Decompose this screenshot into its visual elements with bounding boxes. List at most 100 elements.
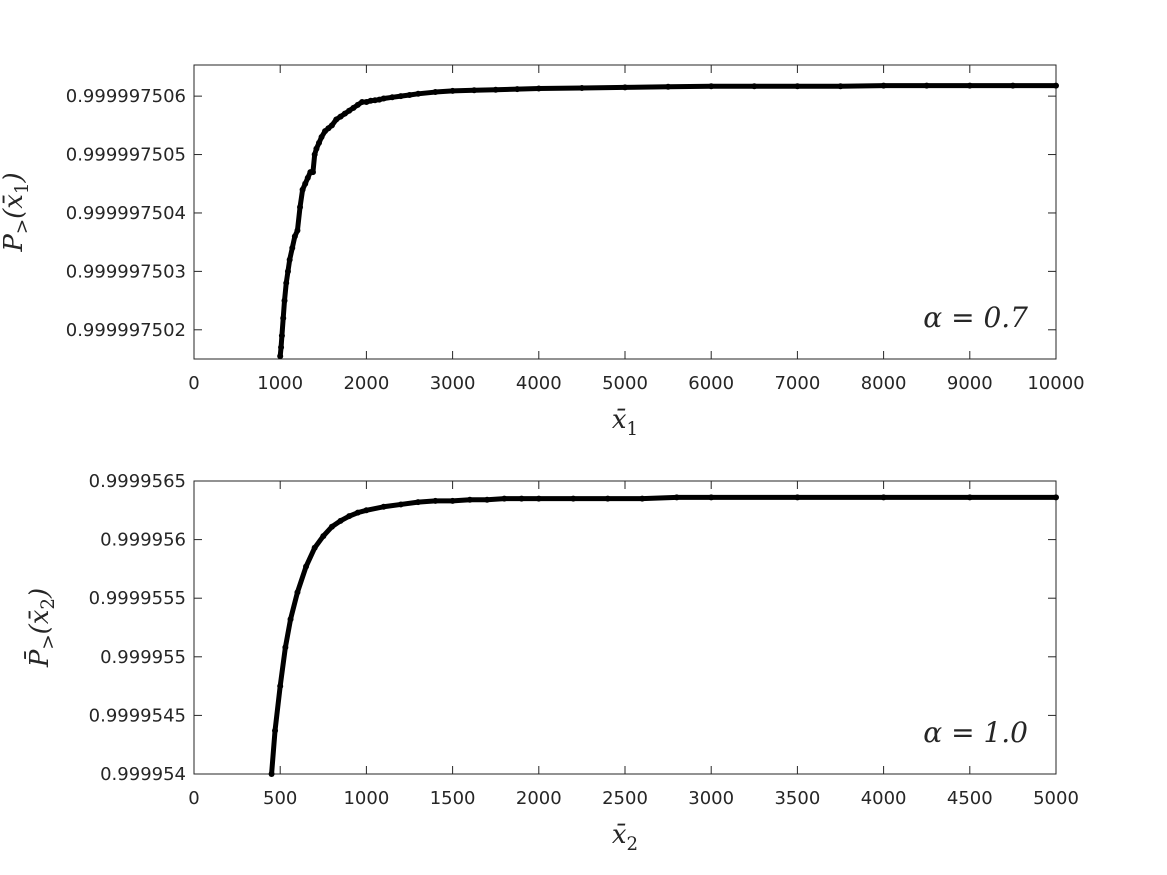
data-point	[570, 495, 577, 502]
data-point	[578, 84, 585, 91]
data-point	[449, 87, 456, 94]
x-tick-label: 5000	[1033, 788, 1079, 809]
data-point	[880, 82, 887, 89]
data-point	[397, 501, 404, 508]
x-tick-label: 4500	[947, 788, 993, 809]
data-point	[449, 497, 456, 504]
data-point	[397, 93, 404, 100]
data-point	[341, 110, 348, 117]
data-point	[380, 503, 387, 510]
data-point	[466, 496, 473, 503]
y-tick-label: 0.999954	[100, 764, 186, 785]
data-point	[751, 83, 758, 90]
data-point	[291, 233, 298, 240]
x-tick-label: 2000	[516, 788, 562, 809]
data-point	[278, 344, 285, 351]
data-point	[311, 544, 318, 551]
x-tick-label: 0	[188, 788, 199, 809]
data-point	[406, 91, 413, 98]
data-point	[1053, 494, 1059, 501]
data-point	[284, 268, 291, 275]
y-tick-label: 0.999997506	[66, 86, 186, 107]
data-point	[622, 84, 628, 91]
x-tick-label: 3000	[430, 373, 476, 394]
data-point	[471, 87, 478, 94]
data-point	[302, 180, 309, 187]
x-tick-label: 3500	[774, 788, 820, 809]
x-tick-label: 1000	[257, 373, 303, 394]
data-series	[268, 494, 1059, 777]
x-tick-label: 8000	[861, 373, 907, 394]
x-tick-label: 500	[263, 788, 297, 809]
data-point	[492, 86, 499, 93]
data-point	[673, 494, 680, 501]
data-point	[283, 280, 290, 287]
data-point	[346, 107, 353, 114]
chart-panel-1: 0 1000 2000 3000 4000 5000 6000 7000 8000 9000 100…	[0, 64, 1085, 440]
data-point	[354, 509, 361, 516]
data-point	[272, 727, 279, 734]
y-tick-label: 0.999997503	[66, 261, 186, 282]
data-point	[535, 495, 542, 502]
data-point	[320, 533, 327, 540]
x-tick-label: 7000	[774, 373, 820, 394]
data-point	[277, 683, 284, 690]
x-tick-label: 4000	[861, 788, 907, 809]
data-point	[966, 494, 973, 501]
data-point	[359, 98, 366, 105]
data-point	[282, 644, 289, 651]
data-point	[346, 513, 353, 520]
data-point	[363, 507, 370, 514]
data-point	[415, 499, 422, 506]
data-point	[280, 315, 287, 322]
data-point	[328, 523, 335, 530]
y-tick-label: 0.999956	[100, 530, 186, 551]
x-tick-label: 2500	[602, 788, 648, 809]
x-tick-label: 9000	[947, 373, 993, 394]
data-point	[389, 94, 396, 101]
y-tick-label: 0.9999545	[89, 705, 186, 726]
x-tick-label: 6000	[688, 373, 734, 394]
y-tick-label: 0.999997505	[66, 145, 186, 166]
data-series	[277, 82, 1059, 360]
y-axis-label: P̄>(x̄2)	[23, 588, 59, 668]
x-tick-label: 3000	[688, 788, 734, 809]
data-point	[299, 186, 306, 193]
data-point	[966, 82, 973, 89]
data-point	[535, 85, 542, 92]
alpha-annotation: α = 0.7	[923, 301, 1028, 334]
data-point	[289, 245, 296, 252]
data-point	[286, 256, 293, 263]
y-tick-label: 0.999955	[100, 647, 186, 668]
y-tick-label: 0.9999555	[89, 588, 186, 609]
data-point	[794, 83, 801, 90]
x-axis-label: x̄2	[612, 820, 638, 855]
data-point	[318, 134, 325, 141]
data-point	[294, 227, 301, 234]
data-point	[1009, 82, 1016, 89]
x-tick-label: 5000	[602, 373, 648, 394]
data-point	[354, 101, 361, 108]
y-axis-label: P̄>(x̄1)	[0, 172, 33, 252]
y-tick-label: 0.999997504	[66, 203, 186, 224]
data-point	[277, 353, 284, 360]
data-point	[514, 86, 521, 93]
data-point	[432, 89, 439, 96]
data-point	[328, 122, 335, 129]
data-point	[837, 83, 844, 90]
x-tick-label: 10000	[1027, 373, 1084, 394]
data-point	[380, 95, 387, 102]
data-point	[665, 83, 672, 90]
x-tick-label: 1500	[430, 788, 476, 809]
data-point	[303, 563, 310, 570]
data-point	[313, 145, 320, 152]
data-point	[794, 494, 801, 501]
data-point	[708, 494, 715, 501]
data-point	[923, 82, 930, 89]
data-point	[309, 169, 316, 176]
data-point	[311, 151, 318, 158]
data-point	[501, 495, 508, 502]
data-point	[639, 495, 646, 502]
data-point	[880, 494, 887, 501]
